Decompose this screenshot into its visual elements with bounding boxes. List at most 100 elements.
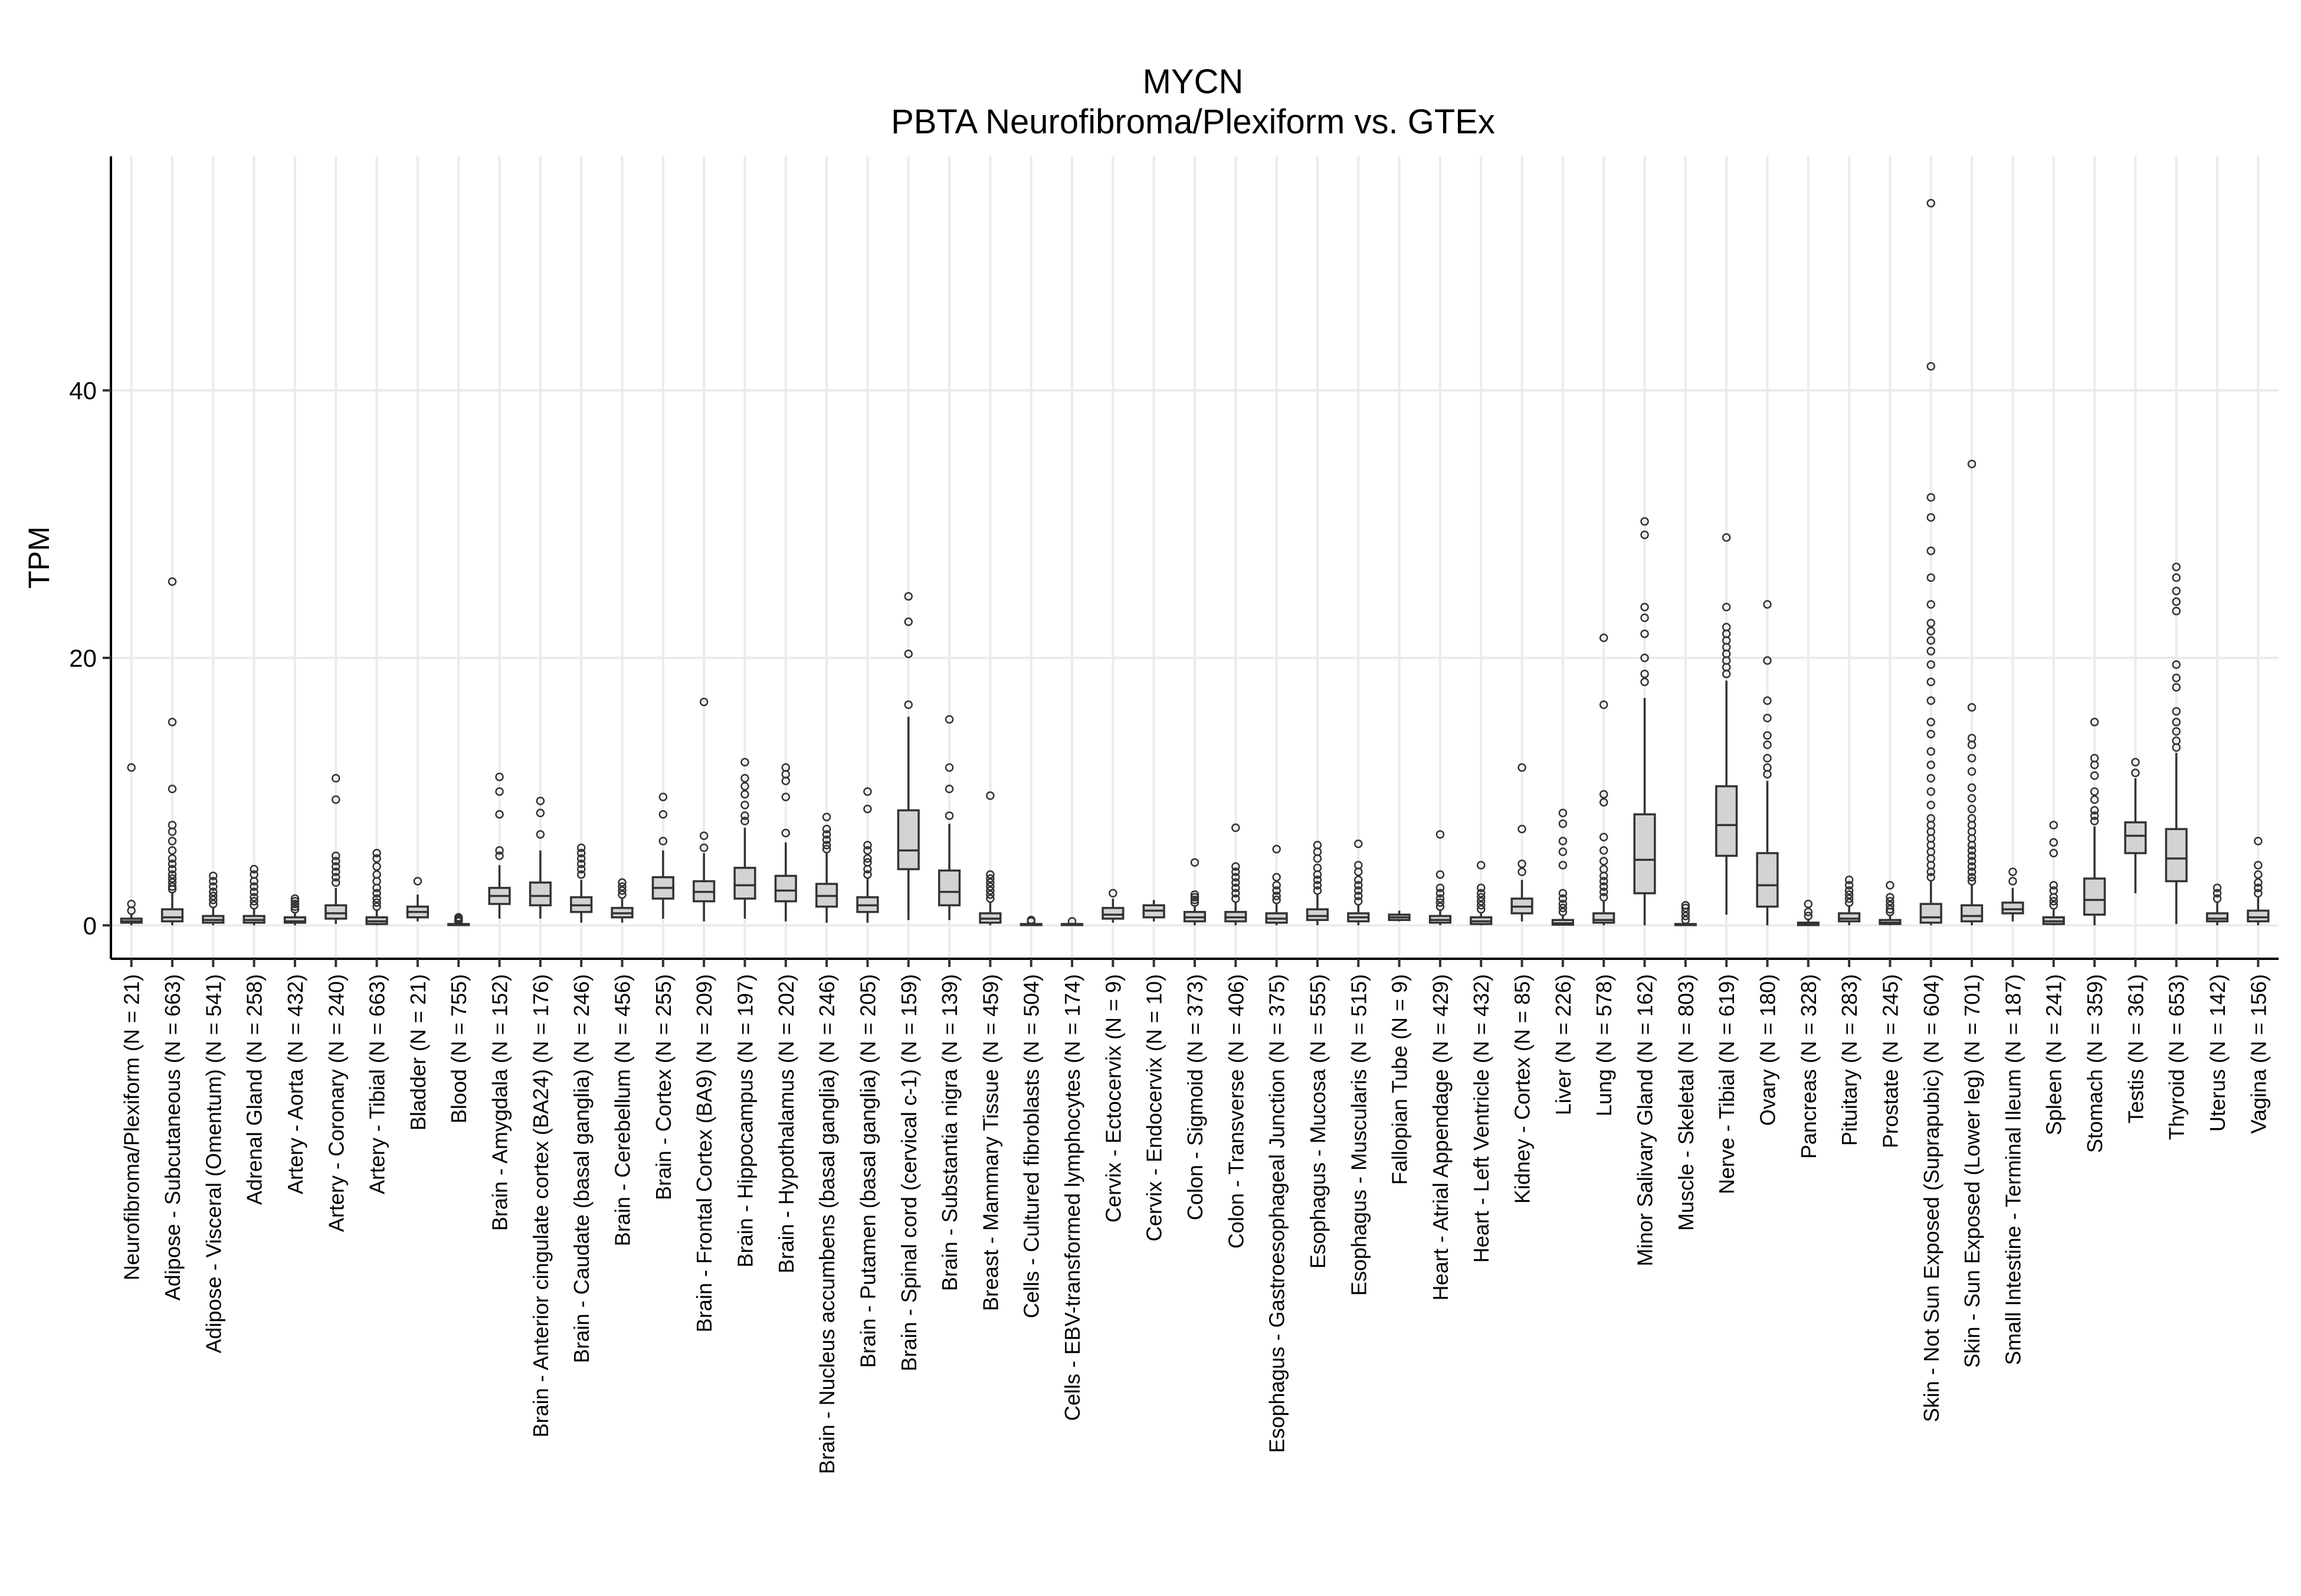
outlier-point	[822, 830, 831, 839]
outlier-point	[332, 878, 340, 887]
outlier-point	[576, 843, 586, 853]
outlier-point	[1967, 794, 1976, 803]
outlier-point	[1967, 862, 1976, 871]
outlier-point	[945, 811, 954, 820]
outlier-point	[2172, 586, 2181, 595]
outlier-point	[2049, 901, 2058, 910]
outlier-point	[1926, 600, 1936, 609]
outlier-point	[1558, 847, 1568, 856]
outlier-point	[2172, 660, 2181, 669]
outlier-point	[1967, 767, 1976, 776]
outlier-point	[290, 897, 300, 906]
outlier-point	[1926, 647, 1936, 656]
outlier-point	[1967, 851, 1976, 860]
outlier-point	[699, 697, 709, 707]
x-tick-label: Vagina (N = 156)	[2246, 974, 2270, 1134]
outlier-point	[1599, 633, 1608, 643]
box-iqr	[283, 916, 307, 924]
outlier-point	[1844, 876, 1854, 884]
outlier-point	[1435, 883, 1445, 893]
outlier-point	[986, 894, 995, 903]
x-tick-label: Esophagus - Mucosa (N = 555)	[1306, 974, 1330, 1269]
outlier-point	[1681, 912, 1690, 920]
box-32	[1428, 830, 1452, 926]
outlier-point	[904, 700, 913, 709]
box-series	[120, 199, 2270, 926]
outlier-point	[822, 835, 831, 844]
outlier-point	[740, 789, 749, 799]
outlier-point	[1926, 729, 1936, 739]
outlier-point	[1476, 883, 1486, 893]
x-tick-label: Adipose - Subcutaneous (N = 663)	[160, 974, 185, 1300]
outlier-point	[1804, 912, 1813, 920]
outlier-point	[2172, 573, 2181, 582]
outlier-point	[1640, 677, 1649, 687]
outlier-point	[1272, 892, 1281, 900]
box-2	[202, 871, 225, 926]
outlier-point	[1926, 546, 1936, 555]
outlier-point	[1231, 889, 1240, 898]
outlier-point	[2090, 787, 2099, 796]
x-tick-label: Pancreas (N = 328)	[1797, 974, 1821, 1159]
outlier-point	[290, 904, 300, 914]
outlier-point	[1926, 787, 1936, 796]
outlier-point	[332, 873, 340, 881]
outlier-point	[1926, 627, 1936, 635]
outlier-point	[2212, 894, 2222, 903]
x-tick-label: Liver (N = 226)	[1551, 974, 1575, 1115]
box-48	[2083, 717, 2106, 926]
x-tick-label: Brain - Cerebellum (N = 456)	[611, 974, 635, 1246]
outlier-point	[2008, 877, 2017, 886]
box-iqr	[733, 867, 756, 900]
outlier-point	[1558, 861, 1568, 870]
outlier-point	[1640, 602, 1649, 612]
x-tick-label: Spleen (N = 241)	[2042, 974, 2066, 1135]
box-41	[1797, 899, 1820, 926]
x-tick-label: Brain - Frontal Cortex (BA9) (N = 209)	[692, 974, 716, 1332]
x-tick-label: Adrenal Gland (N = 258)	[242, 974, 267, 1205]
x-tick-label: Skin - Sun Exposed (Lower leg) (N = 701)	[1960, 974, 1984, 1368]
box-28	[1265, 844, 1288, 926]
box-iqr	[1306, 908, 1329, 922]
outlier-point	[1476, 889, 1486, 898]
outlier-point	[2212, 889, 2222, 898]
outlier-point	[945, 715, 954, 724]
x-tick-label: Esophagus - Gastroesophageal Junction (N…	[1265, 974, 1289, 1453]
outlier-point	[168, 837, 177, 845]
outlier-point	[168, 882, 177, 891]
outlier-point	[1967, 814, 1976, 823]
outlier-point	[1763, 731, 1772, 740]
outlier-point	[1722, 602, 1731, 612]
outlier-point	[1272, 873, 1281, 881]
box-36	[1592, 633, 1615, 926]
box-11	[570, 843, 593, 923]
box-45	[1961, 460, 1984, 926]
x-tick-label: Brain - Putamen (basal ganglia) (N = 205…	[856, 974, 880, 1368]
outlier-point	[536, 797, 545, 805]
x-tick-label: Thyroid (N = 653)	[2165, 974, 2189, 1140]
outlier-point	[904, 617, 913, 627]
box-15	[733, 758, 756, 919]
x-tick-label: Artery - Aorta (N = 432)	[283, 974, 307, 1194]
box-iqr	[2124, 821, 2147, 854]
outlier-point	[1517, 824, 1526, 834]
box-30	[1347, 839, 1370, 926]
box-52	[2247, 837, 2270, 926]
outlier-point	[576, 870, 586, 879]
x-tick-label: Testis (N = 361)	[2123, 974, 2148, 1123]
outlier-point	[699, 843, 709, 853]
box-1	[160, 577, 184, 926]
box-16	[774, 763, 797, 922]
x-tick-label: Uterus (N = 142)	[2205, 974, 2230, 1132]
outlier-point	[658, 810, 668, 819]
outlier-point	[209, 871, 218, 880]
outlier-point	[1599, 864, 1608, 874]
outlier-point	[740, 774, 749, 783]
x-tick-label: Colon - Transverse (N = 406)	[1224, 974, 1248, 1248]
outlier-point	[1435, 902, 1445, 911]
outlier-point	[250, 893, 258, 902]
x-tick-label: Neurofibroma/Plexiform (N = 21)	[120, 974, 144, 1280]
outlier-point	[2090, 753, 2099, 763]
